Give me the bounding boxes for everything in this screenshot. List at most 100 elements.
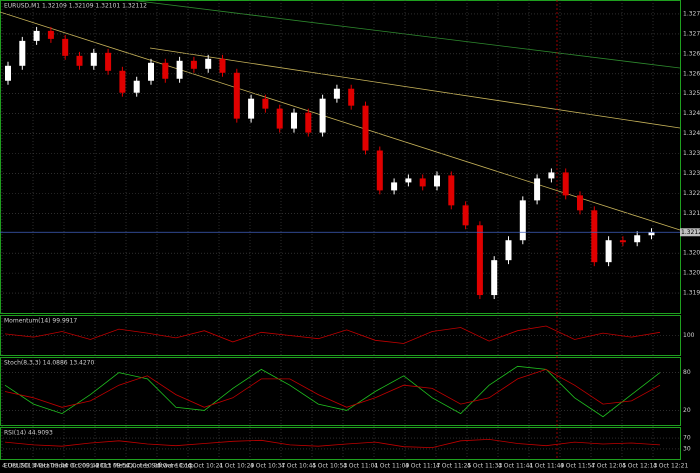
candle-body bbox=[291, 112, 297, 129]
candle-body bbox=[5, 65, 11, 81]
candle-body bbox=[205, 58, 212, 69]
indicator-tick-label: 20 bbox=[683, 407, 691, 414]
x-tick-label: 4 Oct 2013 bbox=[2, 463, 35, 470]
candle-body bbox=[348, 88, 355, 106]
x-tick-label: 4 Oct 11:01 bbox=[343, 463, 378, 470]
candle-body bbox=[362, 105, 369, 151]
candle-body bbox=[648, 232, 655, 236]
x-tick-label: 4 Oct 10:45 bbox=[281, 463, 316, 470]
candle-body bbox=[333, 88, 340, 99]
x-tick-label: 4 Oct 11:17 bbox=[405, 463, 440, 470]
y-tick-label: 1.32540 bbox=[683, 90, 700, 97]
y-tick-label: 1.32780 bbox=[683, 10, 700, 17]
candle-body bbox=[305, 112, 312, 133]
candle-body bbox=[176, 60, 183, 79]
x-tick-label: 4 Oct 09:57 bbox=[95, 463, 130, 470]
rsi-pane bbox=[0, 427, 681, 460]
candle-body bbox=[591, 210, 598, 263]
trendline bbox=[149, 47, 681, 129]
x-tick-label: 4 Oct 11:49 bbox=[529, 463, 564, 470]
candle-body bbox=[476, 225, 483, 296]
y-tick-label: 1.32600 bbox=[683, 70, 700, 77]
candle-body bbox=[577, 195, 583, 211]
y-tick-label: 1.32480 bbox=[683, 110, 700, 117]
y-tick-label: 1.31940 bbox=[683, 290, 700, 297]
y-tick-label: 1.32720 bbox=[683, 30, 700, 37]
candle-body bbox=[219, 58, 226, 73]
indicator-tick-label: 30 bbox=[683, 445, 691, 452]
x-tick-label: 4 Oct 12:21 bbox=[653, 463, 688, 470]
candle-body bbox=[119, 70, 126, 93]
candle-body bbox=[519, 200, 526, 241]
candle-body bbox=[391, 182, 398, 191]
x-tick-label: 4 Oct 12:13 bbox=[622, 463, 657, 470]
indicator-line bbox=[4, 438, 661, 449]
candle-body bbox=[491, 260, 498, 296]
x-tick-label: 4 Oct 10:53 bbox=[312, 463, 347, 470]
candle-body bbox=[190, 60, 197, 69]
candle-body bbox=[619, 240, 626, 243]
x-tick-label: 4 Oct 09:49 bbox=[64, 463, 99, 470]
candle-body bbox=[562, 172, 569, 196]
indicator-title: Stoch(8,3,3) 14.0886 13.4270 bbox=[4, 360, 95, 367]
bid-label-box bbox=[680, 228, 700, 237]
indicator-line bbox=[4, 365, 661, 418]
candle-body bbox=[376, 150, 383, 191]
candle-body bbox=[148, 62, 154, 81]
y-tick-label: 1.32060 bbox=[683, 250, 700, 257]
candle-body bbox=[448, 175, 455, 206]
candle-body bbox=[47, 30, 54, 39]
y-tick-label: 1.32420 bbox=[683, 130, 700, 137]
candle-body bbox=[248, 98, 255, 119]
x-tick-label: 4 Oct 10:29 bbox=[219, 463, 254, 470]
candle-body bbox=[90, 52, 97, 66]
indicator-tick-label: 100 bbox=[683, 332, 695, 339]
y-tick-label: 1.32300 bbox=[683, 170, 700, 177]
candle-body bbox=[405, 178, 412, 183]
candle-body bbox=[62, 38, 69, 56]
candle-body bbox=[605, 240, 612, 263]
bid-label: 1.32123 bbox=[681, 229, 700, 236]
y-tick-label: 1.32660 bbox=[683, 50, 700, 57]
indicator-tick-label: 70 bbox=[683, 435, 691, 442]
price-pane bbox=[0, 0, 681, 314]
x-tick-label: 4 Oct 11:33 bbox=[467, 463, 502, 470]
candle-body bbox=[462, 205, 469, 226]
candle-body bbox=[534, 178, 541, 201]
candle-body bbox=[19, 40, 26, 66]
candle-body bbox=[505, 240, 512, 261]
candle-body bbox=[434, 175, 440, 187]
candle-body bbox=[133, 80, 140, 93]
x-tick-label: 4 Oct 11:25 bbox=[436, 463, 471, 470]
candle-body bbox=[162, 62, 169, 79]
candle-body bbox=[105, 52, 112, 71]
stoch-pane bbox=[0, 357, 681, 426]
indicator-line bbox=[4, 368, 661, 408]
candle-body bbox=[262, 98, 269, 109]
x-tick-label: 4 Oct 12:05 bbox=[591, 463, 626, 470]
x-tick-label: 4 Oct 10:13 bbox=[157, 463, 192, 470]
x-tick-label: 4 Oct 10:21 bbox=[188, 463, 223, 470]
candle-body bbox=[233, 72, 240, 119]
indicator-line bbox=[4, 325, 661, 344]
y-tick-label: 1.32180 bbox=[683, 210, 700, 217]
candle-body bbox=[319, 98, 326, 133]
y-tick-label: 1.32240 bbox=[683, 190, 700, 197]
x-tick-label: 4 Oct 10:05 bbox=[126, 463, 161, 470]
candle-body bbox=[76, 55, 83, 66]
x-tick-label: 4 Oct 09:44 bbox=[33, 463, 68, 470]
candle-body bbox=[419, 178, 426, 187]
indicator-tick-label: 80 bbox=[683, 369, 691, 376]
y-tick-label: 1.32000 bbox=[683, 270, 700, 277]
x-tick-label: 4 Oct 11:41 bbox=[498, 463, 533, 470]
indicator-title: Momentum(14) 99.9917 bbox=[4, 318, 77, 325]
candle-body bbox=[276, 108, 283, 129]
candle-body bbox=[634, 235, 641, 243]
footer: EURUSD · MetaTrader © 2001-2013 MetaQuot… bbox=[4, 463, 196, 470]
y-tick-label: 1.32360 bbox=[683, 150, 700, 157]
chart-title: EURUSD,M1 1.32109 1.32109 1.32101 1.3211… bbox=[4, 3, 147, 10]
x-tick-label: 4 Oct 11:09 bbox=[374, 463, 409, 470]
candle-body bbox=[33, 30, 40, 41]
